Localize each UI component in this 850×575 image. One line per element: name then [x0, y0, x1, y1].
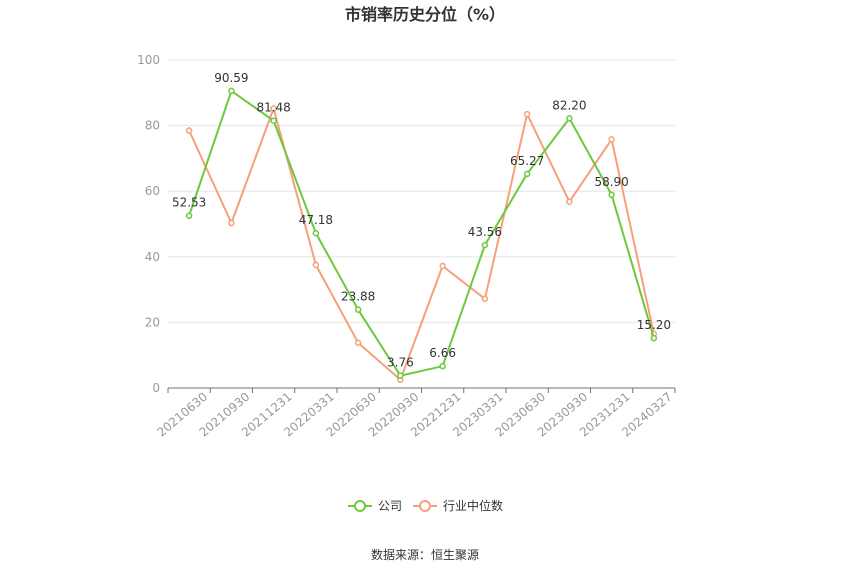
- data-point[interactable]: [608, 136, 615, 143]
- data-point[interactable]: [523, 110, 531, 118]
- data-point[interactable]: [397, 372, 404, 379]
- y-tick-label: 60: [145, 184, 160, 198]
- data-point[interactable]: [354, 306, 362, 313]
- data-point[interactable]: [481, 295, 489, 303]
- legend-marker: [354, 500, 366, 512]
- data-labels: 52.53 90.59 81.48 47.18 23.88 3.76 6.66 43.56 65…: [172, 71, 671, 370]
- data-label: 43.56: [468, 225, 502, 239]
- legend[interactable]: 公司 行业中位数: [348, 498, 503, 513]
- data-point[interactable]: [608, 191, 615, 199]
- legend-label: 公司: [378, 499, 402, 513]
- data-point[interactable]: [650, 334, 658, 342]
- grid: [168, 59, 675, 323]
- data-point[interactable]: [185, 212, 193, 219]
- y-tick-label: 100: [137, 53, 160, 67]
- x-axis-ticks: 2021063020210930202112312022033120220630…: [154, 390, 675, 440]
- data-point[interactable]: [354, 339, 362, 346]
- data-point[interactable]: [439, 262, 446, 270]
- data-point[interactable]: [481, 241, 489, 249]
- data-point[interactable]: [566, 115, 573, 122]
- legend-marker: [419, 500, 431, 512]
- data-point[interactable]: [566, 198, 573, 205]
- series: [185, 87, 658, 384]
- data-label: 58.90: [594, 175, 628, 189]
- data-label: 52.53: [172, 196, 206, 210]
- data-label: 3.76: [387, 356, 414, 370]
- legend-item-industry-median[interactable]: 行业中位数: [413, 498, 503, 513]
- data-point[interactable]: [228, 219, 235, 227]
- chart-title: 市销率历史分位（%）: [345, 5, 505, 24]
- y-tick-label: 80: [145, 119, 160, 133]
- source-note: 数据来源：恒生聚源: [371, 547, 479, 562]
- data-point[interactable]: [270, 117, 277, 124]
- data-label: 15.20: [637, 318, 671, 332]
- y-axis-ticks: 0 20 40 60 80 100: [137, 53, 160, 395]
- data-point[interactable]: [228, 87, 235, 95]
- legend-label: 行业中位数: [443, 498, 503, 513]
- y-tick-label: 20: [145, 315, 160, 329]
- data-point[interactable]: [312, 261, 320, 269]
- data-label: 65.27: [510, 154, 544, 168]
- data-point[interactable]: [312, 229, 320, 237]
- data-point[interactable]: [523, 170, 531, 178]
- series-industry-median: [185, 105, 658, 384]
- data-point[interactable]: [439, 362, 446, 370]
- x-axis: [167, 387, 676, 393]
- series-line: [188, 89, 655, 377]
- data-label: 82.20: [552, 98, 586, 112]
- series-company: [185, 87, 658, 379]
- data-point[interactable]: [185, 127, 193, 134]
- y-tick-label: 40: [145, 250, 160, 264]
- data-label: 23.88: [341, 290, 375, 304]
- data-label: 90.59: [214, 71, 248, 85]
- data-point[interactable]: [270, 105, 277, 112]
- data-label: 81.48: [256, 101, 290, 115]
- y-tick-label: 0: [152, 381, 160, 395]
- legend-item-company[interactable]: 公司: [348, 499, 402, 513]
- series-line: [188, 107, 655, 381]
- data-label: 47.18: [299, 213, 333, 227]
- data-label: 6.66: [429, 346, 456, 360]
